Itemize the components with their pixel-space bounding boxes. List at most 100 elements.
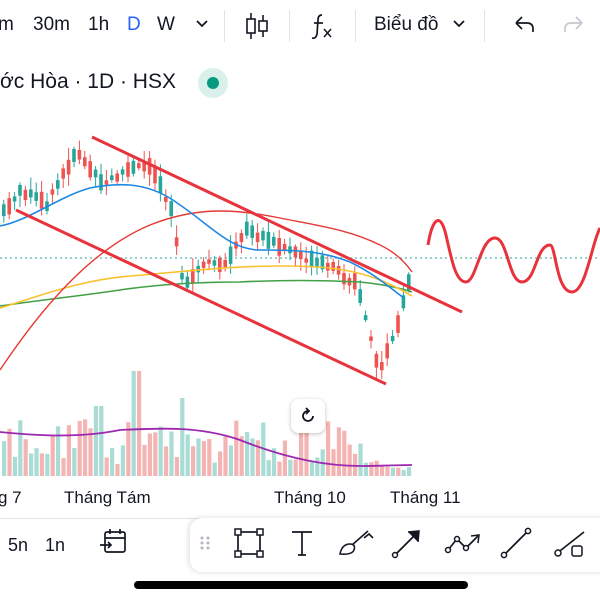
- candle-body: [34, 192, 38, 201]
- candle-body: [293, 246, 298, 258]
- candle-body: [104, 180, 109, 185]
- volume-bar: [347, 444, 352, 476]
- candle-body: [239, 233, 244, 243]
- ma-green-line: [0, 279, 413, 307]
- candle-body: [2, 204, 6, 217]
- candle-body: [180, 273, 184, 280]
- toolbar-separator: [289, 10, 290, 42]
- candle-body: [50, 189, 55, 195]
- volume-bar: [185, 434, 190, 476]
- candle-body: [266, 231, 271, 249]
- price-chart[interactable]: [0, 100, 600, 480]
- top-toolbar: m 30m 1h D W Biểu đồ: [0, 0, 600, 52]
- xaxis-label-0: g 7: [0, 488, 22, 507]
- chart-type-label[interactable]: Biểu đồ: [374, 14, 439, 35]
- toolbar-separator: [224, 10, 225, 42]
- arrow-tool-icon[interactable]: [390, 526, 426, 560]
- volume-bar: [196, 438, 201, 476]
- candle-body: [380, 362, 384, 371]
- volume-bar: [99, 406, 104, 476]
- range-1d[interactable]: 1n: [45, 535, 66, 555]
- redo-icon[interactable]: [562, 10, 588, 42]
- volume-bar: [131, 371, 136, 476]
- volume-bar: [380, 465, 385, 476]
- volume-bar: [369, 462, 374, 476]
- candle-body: [304, 258, 308, 263]
- candle-body: [88, 161, 92, 178]
- undo-icon[interactable]: [510, 10, 536, 42]
- reset-chart-button[interactable]: [291, 399, 325, 433]
- volume-bar: [12, 456, 17, 476]
- volume-bar: [299, 424, 304, 476]
- volume-bar: [396, 467, 401, 476]
- volume-bar: [45, 453, 50, 476]
- candle-body: [83, 157, 87, 167]
- goto-date-icon[interactable]: [98, 526, 130, 558]
- candle-body: [77, 150, 82, 160]
- timeframe-1h[interactable]: 1h: [88, 14, 110, 35]
- range-5d[interactable]: 5n: [8, 535, 29, 555]
- volume-bar: [77, 420, 82, 476]
- symbol-legend[interactable]: ớc Hòa · 1D · HSX: [0, 70, 176, 93]
- trend-line-tool-icon[interactable]: [498, 526, 534, 560]
- volume-bar: [110, 447, 115, 476]
- volume-bar: [180, 398, 185, 476]
- market-status-badge[interactable]: [198, 68, 228, 98]
- volume-bar: [234, 420, 239, 476]
- volume-bar: [7, 428, 12, 476]
- volume-bar: [272, 448, 277, 476]
- volume-bar: [153, 432, 158, 476]
- candle-body: [385, 343, 389, 359]
- candle-body: [401, 295, 406, 309]
- candle-body: [131, 160, 136, 174]
- volume-bar: [358, 443, 363, 476]
- toolbar-separator: [484, 10, 485, 42]
- candle-body: [61, 168, 65, 179]
- volume-bar: [239, 436, 244, 476]
- volume-bar: [88, 428, 93, 476]
- text-tool-icon[interactable]: [287, 526, 317, 560]
- candle-body: [320, 255, 325, 270]
- ray-tool-icon[interactable]: [550, 526, 590, 560]
- candles-icon[interactable]: [244, 10, 270, 42]
- candle-body: [147, 158, 152, 175]
- volume-bar: [115, 463, 120, 476]
- volume-bar: [255, 440, 260, 476]
- volume-bar: [401, 469, 406, 476]
- timeframe-30m[interactable]: 30m: [33, 14, 70, 35]
- indicators-icon[interactable]: [309, 10, 335, 42]
- market-status-dot: [207, 77, 219, 89]
- volume-bar: [39, 453, 44, 476]
- volume-bar: [250, 438, 255, 476]
- chevron-down-icon[interactable]: [195, 17, 209, 31]
- path-tool-icon[interactable]: [444, 526, 484, 560]
- timeframe-w[interactable]: W: [157, 14, 175, 35]
- timeframe-d[interactable]: D: [127, 14, 141, 35]
- candle-body: [407, 274, 411, 291]
- candle-body: [12, 196, 17, 202]
- volume-bar: [309, 461, 314, 476]
- volume-bar: [223, 435, 228, 476]
- volume-bar: [137, 371, 142, 476]
- timeframe-1m[interactable]: m: [0, 14, 14, 35]
- xaxis-label-1: Tháng Tám: [64, 488, 151, 507]
- volume-bar: [34, 448, 39, 476]
- volume-bar: [228, 445, 233, 476]
- chevron-down-icon[interactable]: [452, 17, 466, 31]
- candle-body: [336, 265, 341, 275]
- volume-bar: [331, 449, 336, 476]
- drag-handle-icon[interactable]: [197, 526, 213, 558]
- volume-bars: [2, 371, 412, 476]
- volume-bar: [326, 421, 331, 476]
- candle-body: [396, 315, 400, 333]
- rectangle-tool-icon[interactable]: [232, 526, 266, 560]
- volume-bar: [120, 445, 125, 476]
- volume-bar: [407, 467, 412, 476]
- candle-body: [212, 260, 217, 266]
- candle-body: [126, 162, 130, 177]
- candle-body: [390, 335, 395, 342]
- brush-tool-icon[interactable]: [336, 526, 376, 560]
- volume-bar: [385, 466, 390, 476]
- volume-bar: [147, 433, 152, 476]
- candle-body: [23, 189, 28, 201]
